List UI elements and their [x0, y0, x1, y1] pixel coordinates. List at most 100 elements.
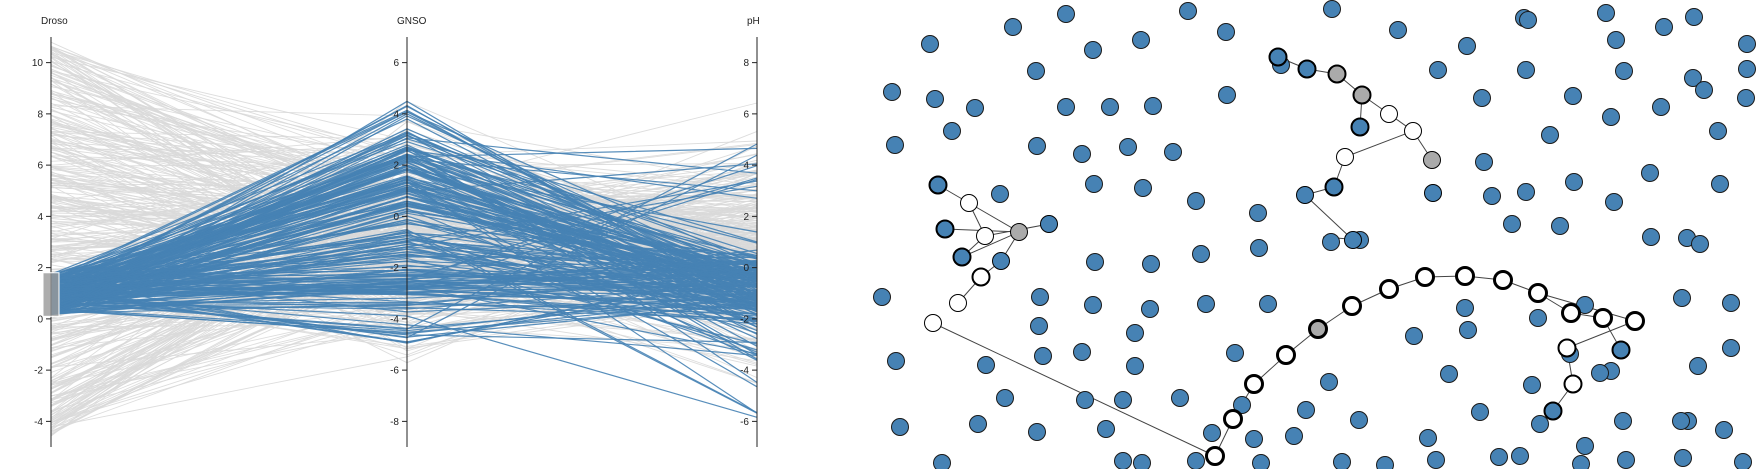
selected-graph-node[interactable] — [1040, 215, 1058, 233]
selected-graph-node[interactable] — [1223, 409, 1243, 429]
graph-node[interactable] — [1685, 8, 1703, 26]
selected-graph-node[interactable] — [976, 227, 994, 245]
selected-graph-node[interactable] — [1350, 117, 1370, 137]
graph-node[interactable] — [1322, 233, 1340, 251]
graph-node[interactable] — [1642, 228, 1660, 246]
graph-node[interactable] — [1738, 60, 1756, 78]
selected-graph-node[interactable] — [992, 252, 1010, 270]
graph-node[interactable] — [1097, 420, 1115, 438]
graph-node[interactable] — [1389, 21, 1407, 39]
selected-graph-node[interactable] — [971, 267, 991, 287]
graph-node[interactable] — [1517, 61, 1535, 79]
graph-node[interactable] — [1126, 324, 1144, 342]
graph-node[interactable] — [886, 136, 904, 154]
graph-node[interactable] — [1615, 62, 1633, 80]
selected-graph-node[interactable] — [1561, 303, 1581, 323]
graph-node[interactable] — [1565, 173, 1583, 191]
selected-graph-node[interactable] — [1424, 184, 1442, 202]
graph-node[interactable] — [1652, 98, 1670, 116]
selected-graph-node[interactable] — [1342, 296, 1362, 316]
graph-node[interactable] — [1715, 421, 1733, 439]
graph-node[interactable] — [1119, 138, 1137, 156]
graph-node[interactable] — [1233, 396, 1251, 414]
graph-node[interactable] — [1419, 429, 1437, 447]
graph-node[interactable] — [996, 389, 1014, 407]
graph-node[interactable] — [1057, 98, 1075, 116]
graph-node[interactable] — [1641, 164, 1659, 182]
graph-node[interactable] — [1564, 87, 1582, 105]
graph-node[interactable] — [1607, 31, 1625, 49]
graph-node[interactable] — [1617, 451, 1635, 469]
graph-node[interactable] — [1245, 430, 1263, 448]
graph-node[interactable] — [1490, 448, 1508, 466]
selected-graph-node[interactable] — [1380, 105, 1398, 123]
graph-node[interactable] — [1709, 122, 1727, 140]
graph-node[interactable] — [1085, 175, 1103, 193]
graph-node[interactable] — [1250, 239, 1268, 257]
graph-node[interactable] — [1034, 347, 1052, 365]
graph-node[interactable] — [991, 185, 1009, 203]
graph-node[interactable] — [1073, 343, 1091, 361]
graph-node[interactable] — [966, 99, 984, 117]
selected-graph-node[interactable] — [928, 175, 948, 195]
graph-node[interactable] — [1605, 193, 1623, 211]
selected-graph-node[interactable] — [1327, 64, 1347, 84]
selected-graph-node[interactable] — [1404, 122, 1422, 140]
graph-node[interactable] — [1187, 192, 1205, 210]
graph-node[interactable] — [1734, 453, 1752, 469]
graph-node[interactable] — [1004, 18, 1022, 36]
graph-node[interactable] — [1541, 126, 1559, 144]
graph-node[interactable] — [1297, 401, 1315, 419]
graph-node[interactable] — [1084, 296, 1102, 314]
graph-node[interactable] — [1674, 449, 1692, 467]
graph-node[interactable] — [1133, 454, 1151, 469]
graph-node[interactable] — [1483, 187, 1501, 205]
graph-node[interactable] — [1473, 89, 1491, 107]
selected-graph-node[interactable] — [1336, 148, 1354, 166]
graph-node[interactable] — [1285, 427, 1303, 445]
graph-node[interactable] — [1597, 4, 1615, 22]
graph-node[interactable] — [1226, 344, 1244, 362]
selected-graph-node[interactable] — [1557, 338, 1577, 358]
graph-node[interactable] — [1689, 357, 1707, 375]
selected-graph-node[interactable] — [1244, 374, 1264, 394]
graph-node[interactable] — [1073, 145, 1091, 163]
graph-node[interactable] — [1084, 41, 1102, 59]
graph-node[interactable] — [1249, 204, 1267, 222]
graph-node[interactable] — [1203, 424, 1221, 442]
graph-node[interactable] — [1323, 0, 1341, 18]
graph-node[interactable] — [1691, 235, 1709, 253]
selected-graph-node[interactable] — [1268, 47, 1288, 67]
selected-graph-node[interactable] — [1324, 177, 1344, 197]
graph-node[interactable] — [1655, 18, 1673, 36]
selected-graph-node[interactable] — [949, 294, 967, 312]
selected-graph-node[interactable] — [1297, 59, 1317, 79]
graph-node[interactable] — [887, 352, 905, 370]
graph-node[interactable] — [1531, 415, 1549, 433]
graph-nodes[interactable] — [873, 0, 1756, 469]
selected-graph-node[interactable] — [1563, 374, 1583, 394]
graph-node[interactable] — [1028, 423, 1046, 441]
graph-node[interactable] — [1187, 452, 1205, 469]
selected-graph-node[interactable] — [1611, 340, 1631, 360]
selected-graph-node[interactable] — [1423, 151, 1441, 169]
graph-node[interactable] — [1134, 179, 1152, 197]
graph-node[interactable] — [1057, 5, 1075, 23]
graph-node[interactable] — [1517, 183, 1535, 201]
graph-node[interactable] — [1114, 391, 1132, 409]
graph-node[interactable] — [1142, 255, 1160, 273]
graph-node[interactable] — [1259, 295, 1277, 313]
graph-node[interactable] — [1429, 61, 1447, 79]
graph-node[interactable] — [1456, 299, 1474, 317]
graph-node[interactable] — [1197, 295, 1215, 313]
graph-node[interactable] — [873, 288, 891, 306]
selected-graph-node[interactable] — [1010, 223, 1028, 241]
graph-node[interactable] — [1572, 455, 1590, 469]
graph-node[interactable] — [1711, 175, 1729, 193]
brush-selection[interactable] — [42, 272, 60, 317]
graph-node[interactable] — [1551, 217, 1569, 235]
selected-graph-node[interactable] — [960, 194, 978, 212]
selected-graph-node[interactable] — [1455, 266, 1475, 286]
graph-node[interactable] — [1376, 456, 1394, 469]
graph-node[interactable] — [1519, 11, 1537, 29]
